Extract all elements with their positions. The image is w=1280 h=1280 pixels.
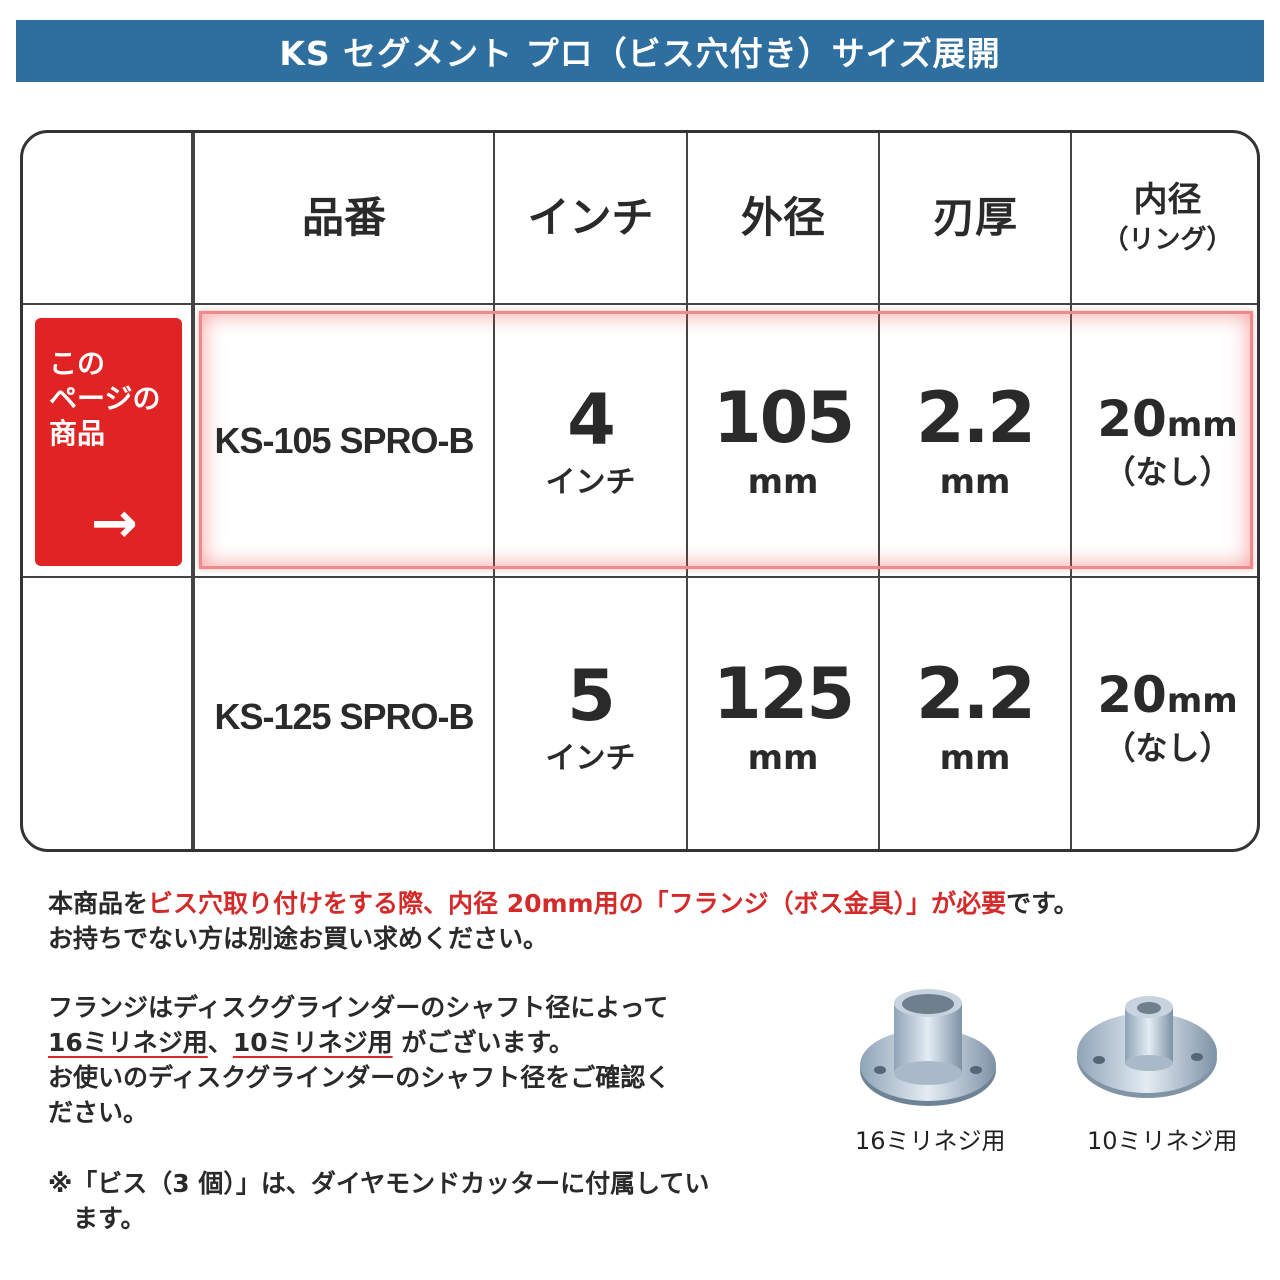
divider [686,133,688,849]
header-inner-sub: （リング） [1102,224,1233,255]
divider [1070,133,1072,849]
divider [23,576,1257,578]
header-inner-label: 内径 [1133,180,1202,220]
header-code: 品番 [301,192,386,242]
flange-10mm-image [1077,996,1217,1098]
row2-inner: 20mm （なし） [1072,578,1257,849]
row2-inch-value: 5 [567,655,616,738]
flange-16mm-caption: 16ミリネジ用 [855,1127,1006,1155]
size-table: 品番 インチ 外径 刃厚 内径 （リング） この ページの 商品 → KS-10… [20,130,1260,852]
row1-inner-value: 20 [1097,390,1167,449]
row2-inner-unit: mm [1166,681,1238,722]
row1-thickness: 2.2 mm [880,305,1070,576]
note-screws: ※「ビス（3 個）」は、ダイヤモンドカッターに付属してい ます。 [48,1166,828,1236]
note-text: 、 [207,1028,233,1057]
row2-inner-note: （なし） [1103,729,1232,768]
row1-inch-value: 4 [567,379,616,462]
note-text: ださい。 [48,1098,149,1127]
row2-inch: 5 インチ [495,578,686,849]
row2-thickness-value: 2.2 [915,652,1036,735]
current-product-label: この ページの 商品 [49,347,161,450]
row1-inch: 4 インチ [495,305,686,576]
row1-thickness-unit: mm [939,462,1011,503]
divider [191,133,195,849]
page-title: KS セグメント プロ（ビス穴付き）サイズ展開 [16,20,1264,82]
row2-outer-unit: mm [747,738,819,779]
divider [23,303,1257,305]
row2-inch-unit: インチ [545,740,636,776]
current-product-badge: この ページの 商品 → [35,318,182,566]
note-text: お持ちでない方は別途お買い求めください。 [48,924,549,953]
row2-thickness: 2.2 mm [880,578,1070,849]
note-text: 本商品を [48,889,149,918]
row2-thickness-unit: mm [939,738,1011,779]
note-flange-types: フランジはディスクグラインダーのシャフト径によって 16ミリネジ用、10ミリネジ… [48,990,808,1130]
divider [493,133,495,849]
row1-inner-note: （なし） [1103,453,1232,492]
divider [878,133,880,849]
note-underlined: 10ミリネジ用 [232,1028,393,1057]
row1-outer-unit: mm [747,462,819,503]
flange-10mm-caption: 10ミリネジ用 [1087,1127,1238,1155]
note-text: フランジはディスクグラインダーのシャフト径によって [48,993,669,1022]
row2-code: KS-125 SPRO-B [214,695,474,737]
row1-inner-unit: mm [1166,405,1238,446]
row1-outer-value: 105 [712,376,855,459]
row2-outer: 125 mm [688,578,878,849]
note-text: です。 [1006,889,1079,918]
flange-16mm-image [860,989,996,1106]
row1-outer: 105 mm [688,305,878,576]
row1-thickness-value: 2.2 [915,376,1036,459]
header-inch: インチ [527,192,654,242]
note-text: ます。 [48,1204,146,1233]
row2-inner-value: 20 [1097,666,1167,725]
note-highlight: ビス穴取り付けをする際、内径 20mm用の「フランジ（ボス金具）」が必要 [148,889,1007,918]
note-text: ※「ビス（3 個）」は、ダイヤモンドカッターに付属してい [48,1169,710,1198]
header-inner: 内径 （リング） [1072,133,1257,303]
arrow-right-icon: → [91,491,138,556]
header-thickness: 刃厚 [932,192,1017,242]
note-flange-required: 本商品をビス穴取り付けをする際、内径 20mm用の「フランジ（ボス金具）」が必要… [48,886,1268,956]
note-underlined: 16ミリネジ用 [48,1028,208,1057]
header-outer: 外径 [740,192,825,242]
row1-code: KS-105 SPRO-B [214,419,474,461]
row1-inner: 20mm （なし） [1072,305,1257,576]
row1-inch-unit: インチ [545,464,636,500]
note-text: お使いのディスクグラインダーのシャフト径をご確認く [48,1063,671,1092]
row2-outer-value: 125 [712,652,855,735]
note-text: がございます。 [392,1028,574,1057]
